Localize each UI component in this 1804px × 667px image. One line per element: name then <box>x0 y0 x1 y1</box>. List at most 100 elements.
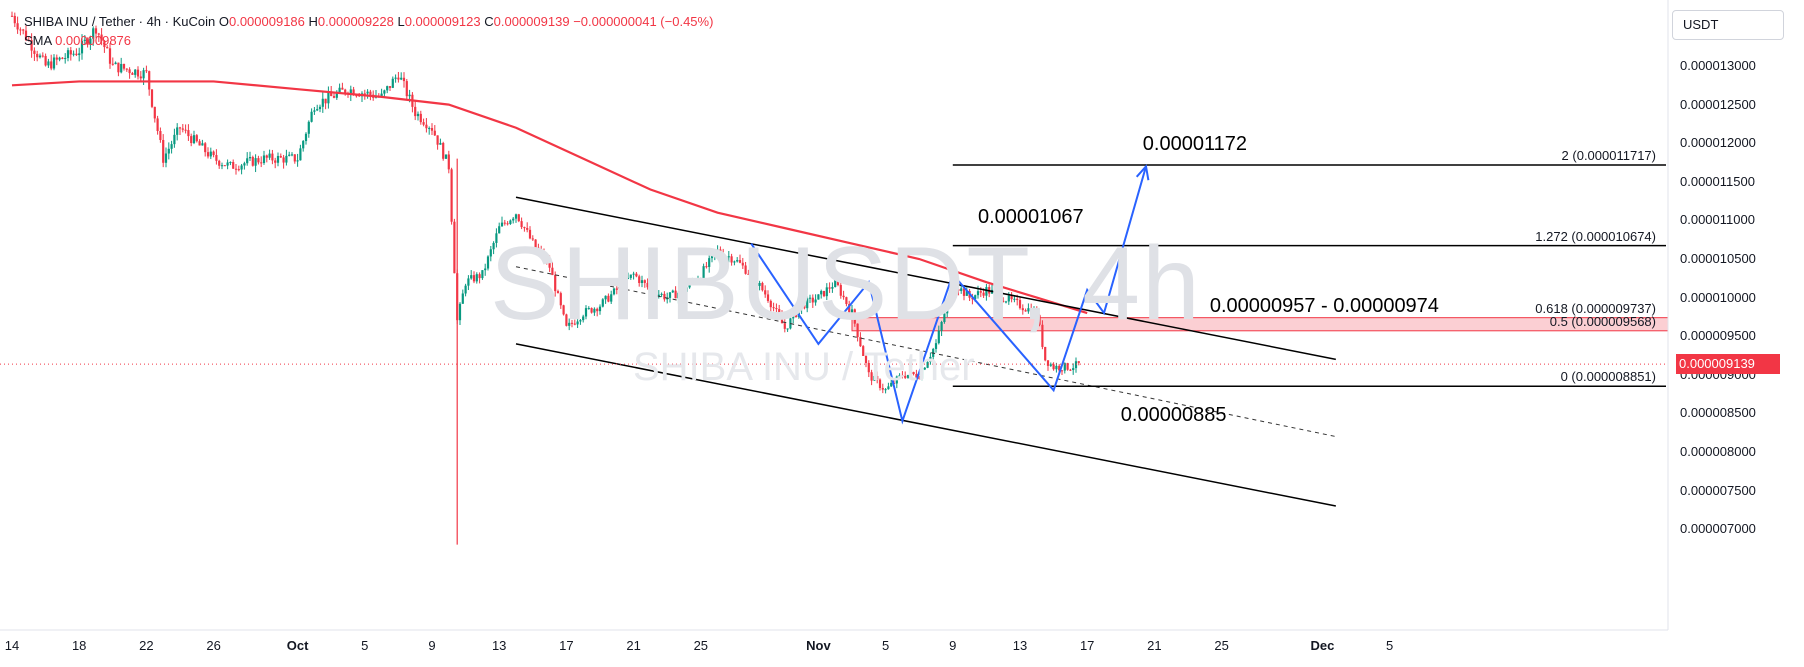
price-tick-label: 0.000007500 <box>1680 482 1756 498</box>
candle-body <box>416 113 420 117</box>
candle-body <box>898 375 901 377</box>
candle-body <box>884 389 887 391</box>
candle-body <box>1060 370 1064 372</box>
candle-body <box>422 122 425 125</box>
candle-body <box>570 322 574 324</box>
candle-body <box>327 92 330 104</box>
fib-level-05-label: 0.5 (0.000009568) <box>1549 313 1656 329</box>
candle-body <box>313 110 316 112</box>
candle-body <box>901 375 904 377</box>
candle-body <box>237 169 240 171</box>
candle-body <box>828 287 831 289</box>
candle-body <box>271 153 274 161</box>
candle-body <box>458 303 462 321</box>
candle-body <box>251 156 254 166</box>
candle-body <box>904 375 907 378</box>
candle-body <box>173 134 176 145</box>
candle-body <box>128 69 131 74</box>
candle-body <box>10 15 14 17</box>
candle-body <box>699 278 702 280</box>
open-value: 0.000009186 <box>228 14 305 29</box>
candle-body <box>383 90 386 94</box>
candle-body <box>27 40 30 42</box>
fib-level-0618-label: 0.618 (0.000009737) <box>1535 300 1656 316</box>
candle-body <box>862 346 865 356</box>
candle-body <box>960 288 963 291</box>
candle-body <box>318 106 322 110</box>
watermark-symbol: SHIBUSDT, 4h <box>490 226 1202 342</box>
candle-body <box>181 128 184 130</box>
candle-body <box>559 293 562 306</box>
sma-value: 0.000009876 <box>55 33 132 48</box>
candle-body <box>971 297 974 300</box>
candle-body <box>344 89 347 94</box>
candle-body <box>870 372 873 381</box>
candle-body <box>164 153 168 163</box>
candle-body <box>268 153 271 158</box>
candle-body <box>778 309 781 316</box>
candle-body <box>192 135 196 144</box>
candle-body <box>1010 295 1013 300</box>
candle-body <box>391 78 394 88</box>
candle-body <box>836 278 840 286</box>
candle-body <box>321 98 324 107</box>
candle-body <box>912 372 915 375</box>
symbol-title[interactable]: SHIBA INU / Tether · 4h · KuCoin <box>24 14 216 29</box>
price-tick-label: 0.000012000 <box>1680 135 1756 151</box>
currency-button[interactable]: USDT <box>1672 10 1784 40</box>
candle-body <box>934 343 938 349</box>
candle-body <box>139 76 142 79</box>
candle-body <box>103 40 106 48</box>
candle-body <box>800 303 803 310</box>
candle-body <box>156 118 159 132</box>
candle-body <box>176 127 179 135</box>
price-tick-label: 0.000010500 <box>1680 251 1756 266</box>
candle-body <box>691 281 694 283</box>
candle-body <box>632 273 635 275</box>
candle-body <box>117 62 120 73</box>
candle-body <box>710 254 714 259</box>
candle-body <box>864 355 868 363</box>
candle-body <box>136 69 140 77</box>
time-tick-label: Nov <box>806 638 831 653</box>
candle-body <box>279 155 282 158</box>
fib-extension <box>952 164 1666 388</box>
candle-body <box>730 256 733 263</box>
candle-body <box>999 292 1002 301</box>
close-value: 0.000009139 <box>493 14 570 29</box>
candle-body <box>769 300 772 308</box>
candle-body <box>363 93 366 95</box>
candle-body <box>780 315 784 324</box>
sma-row[interactable]: SMA 0.000009876 <box>24 31 713 50</box>
candle-body <box>621 284 624 289</box>
time-tick-label: 25 <box>1214 638 1229 653</box>
candle-body <box>167 148 170 154</box>
candle-body <box>940 321 943 331</box>
candle-body <box>741 262 744 266</box>
candle-body <box>187 130 190 137</box>
candle-body <box>302 141 305 149</box>
candle-body <box>232 162 235 169</box>
candle-body <box>430 128 434 131</box>
candle-body <box>489 249 492 257</box>
candle-body <box>556 291 560 294</box>
candle-body <box>388 86 392 88</box>
candle-body <box>145 70 148 72</box>
candle-body <box>607 295 610 302</box>
candle-body <box>738 260 742 263</box>
wave-projection <box>750 164 1150 425</box>
candle-body <box>946 300 949 314</box>
projection-arrowhead <box>1135 164 1150 181</box>
candle-body <box>122 63 126 69</box>
price-tick-label: 0.000011500 <box>1680 173 1755 189</box>
candle-body <box>663 293 666 300</box>
candle-body <box>708 258 711 267</box>
candle-body <box>13 15 16 24</box>
candle-body <box>78 53 81 56</box>
candle-body <box>957 288 960 291</box>
candle-body <box>338 87 341 93</box>
candle-body <box>688 282 691 288</box>
time-tick-label: Oct <box>286 638 309 653</box>
candle-body <box>198 141 201 146</box>
